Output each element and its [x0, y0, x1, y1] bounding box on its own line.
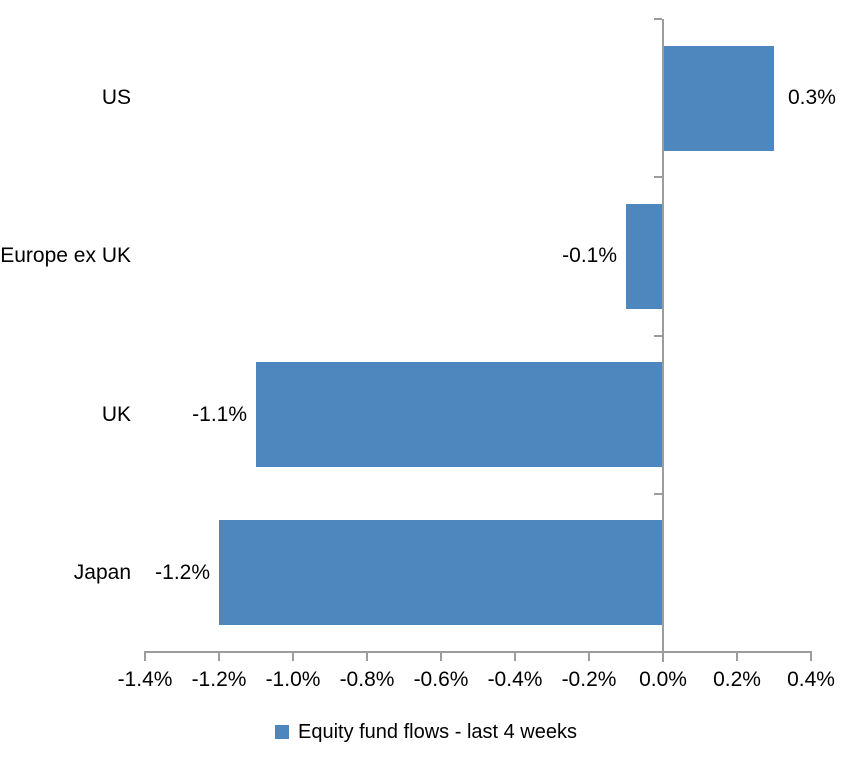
data-label-japan: -1.2% — [155, 560, 210, 584]
x-tick-label: 0.4% — [787, 668, 835, 691]
x-tick — [662, 653, 664, 661]
y-tick — [654, 176, 662, 179]
y-tick — [654, 492, 662, 495]
y-tick — [654, 18, 662, 20]
y-tick — [654, 334, 662, 337]
category-label-us: US — [101, 86, 131, 110]
category-label-europe-ex-uk: Europe ex UK — [0, 244, 131, 268]
x-tick — [514, 653, 516, 661]
data-label-us: 0.3% — [788, 86, 836, 110]
x-tick-label: -1.0% — [265, 668, 321, 691]
x-tick-label: -1.4% — [117, 668, 173, 691]
x-tick-label: -1.2% — [191, 668, 247, 691]
x-axis-line — [144, 651, 812, 653]
x-tick — [736, 653, 738, 661]
bar-uk — [256, 362, 662, 468]
bar-japan — [219, 520, 662, 626]
x-tick-label: 0.0% — [639, 668, 687, 691]
x-tick-label: -0.4% — [487, 668, 543, 691]
x-tick — [810, 653, 812, 661]
bar-us — [664, 45, 774, 151]
data-label-uk: -1.1% — [192, 402, 247, 426]
x-tick-label: -0.6% — [413, 668, 469, 691]
legend-label: Equity fund flows - last 4 weeks — [297, 720, 577, 743]
x-tick-label: -0.8% — [339, 668, 395, 691]
x-tick-label: 0.2% — [713, 668, 761, 691]
x-tick — [144, 653, 146, 661]
data-label-europe-ex-uk: -0.1% — [562, 244, 617, 268]
y-axis-line — [662, 19, 664, 662]
category-label-uk: UK — [101, 402, 131, 426]
x-tick — [440, 653, 442, 661]
x-tick — [588, 653, 590, 661]
x-tick — [292, 653, 294, 661]
legend: Equity fund flows - last 4 weeks — [0, 712, 852, 752]
bar-europe-ex-uk — [626, 203, 662, 309]
category-label-japan: Japan — [73, 560, 131, 584]
x-tick — [366, 653, 368, 661]
x-tick-label: -0.2% — [561, 668, 617, 691]
x-tick — [218, 653, 220, 661]
legend-swatch-icon — [274, 725, 289, 739]
